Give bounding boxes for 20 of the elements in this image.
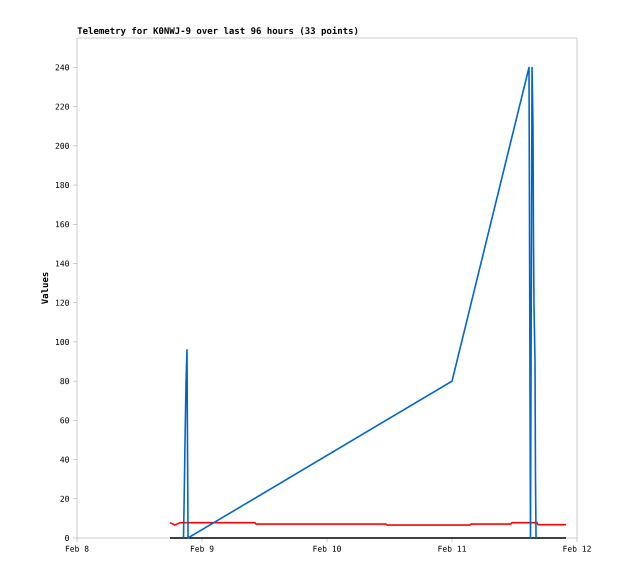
y-tick-label: 220 bbox=[56, 104, 69, 110]
y-tick-label: 20 bbox=[60, 496, 69, 502]
y-tick-label: 40 bbox=[60, 456, 69, 463]
y-tick-label: 0 bbox=[65, 534, 69, 542]
chart-title: Telemetry for K0NWJ-9 over last 96 hours (33 points) bbox=[78, 26, 358, 36]
y-tick-label: 140 bbox=[56, 260, 69, 267]
x-tick-label: Feb 10 bbox=[313, 546, 341, 552]
y-tick-label: 60 bbox=[60, 417, 69, 424]
y-tick-label: 240 bbox=[56, 64, 69, 70]
x-tick-label: Feb 12 bbox=[563, 546, 591, 552]
y-tick-label: 120 bbox=[56, 300, 69, 306]
y-tick-label: 160 bbox=[56, 221, 69, 228]
x-tick-label: Feb 11 bbox=[438, 546, 466, 552]
y-tick-label: 180 bbox=[56, 182, 69, 188]
y-axis-title: Values bbox=[41, 272, 48, 304]
y-tick-label: 100 bbox=[56, 338, 69, 345]
x-tick-label: Feb 8 bbox=[66, 546, 89, 552]
x-tick-label: Feb 9 bbox=[190, 546, 214, 552]
y-tick-label: 80 bbox=[60, 378, 69, 384]
y-tick-label: 200 bbox=[56, 142, 69, 149]
